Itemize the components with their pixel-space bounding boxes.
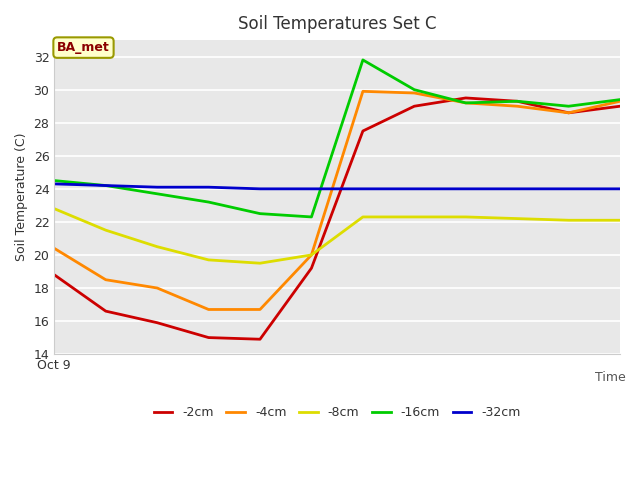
-16cm xyxy=(410,87,418,93)
-2cm xyxy=(308,265,316,271)
-8cm xyxy=(308,252,316,258)
-16cm xyxy=(513,98,521,104)
-8cm xyxy=(205,257,212,263)
-2cm xyxy=(256,336,264,342)
-16cm xyxy=(359,57,367,63)
-32cm xyxy=(359,186,367,192)
-2cm xyxy=(51,272,58,277)
Line: -32cm: -32cm xyxy=(54,184,620,189)
-32cm xyxy=(51,181,58,187)
-2cm xyxy=(462,95,470,101)
-32cm xyxy=(410,186,418,192)
-8cm xyxy=(410,214,418,220)
Y-axis label: Soil Temperature (C): Soil Temperature (C) xyxy=(15,133,28,261)
Line: -2cm: -2cm xyxy=(54,98,620,339)
-2cm xyxy=(410,103,418,109)
-8cm xyxy=(359,214,367,220)
-32cm xyxy=(154,184,161,190)
-8cm xyxy=(102,227,109,233)
-16cm xyxy=(564,103,572,109)
-4cm xyxy=(205,307,212,312)
Text: Time: Time xyxy=(595,372,626,384)
-2cm xyxy=(616,103,624,109)
-16cm xyxy=(256,211,264,216)
-8cm xyxy=(256,260,264,266)
-2cm xyxy=(205,335,212,340)
Title: Soil Temperatures Set C: Soil Temperatures Set C xyxy=(238,15,436,33)
-4cm xyxy=(462,100,470,106)
-8cm xyxy=(51,206,58,212)
-32cm xyxy=(616,186,624,192)
-16cm xyxy=(205,199,212,205)
-4cm xyxy=(51,245,58,251)
-8cm xyxy=(462,214,470,220)
-32cm xyxy=(102,183,109,189)
Legend: -2cm, -4cm, -8cm, -16cm, -32cm: -2cm, -4cm, -8cm, -16cm, -32cm xyxy=(148,401,525,424)
-2cm xyxy=(154,320,161,325)
-2cm xyxy=(102,308,109,314)
-2cm xyxy=(359,128,367,134)
Line: -8cm: -8cm xyxy=(54,209,620,263)
-16cm xyxy=(51,178,58,183)
-32cm xyxy=(205,184,212,190)
-8cm xyxy=(616,217,624,223)
-16cm xyxy=(154,191,161,197)
-16cm xyxy=(462,100,470,106)
Text: BA_met: BA_met xyxy=(57,41,110,54)
-4cm xyxy=(616,98,624,104)
-16cm xyxy=(308,214,316,220)
-8cm xyxy=(154,244,161,250)
-4cm xyxy=(410,90,418,96)
-2cm xyxy=(513,98,521,104)
Line: -4cm: -4cm xyxy=(54,91,620,310)
-4cm xyxy=(102,277,109,283)
-32cm xyxy=(256,186,264,192)
-16cm xyxy=(616,97,624,103)
-4cm xyxy=(308,252,316,258)
-4cm xyxy=(513,103,521,109)
-8cm xyxy=(564,217,572,223)
-32cm xyxy=(308,186,316,192)
-32cm xyxy=(462,186,470,192)
-32cm xyxy=(513,186,521,192)
-16cm xyxy=(102,183,109,189)
-4cm xyxy=(564,110,572,116)
-4cm xyxy=(359,88,367,94)
-8cm xyxy=(513,216,521,221)
-4cm xyxy=(154,285,161,291)
-4cm xyxy=(256,307,264,312)
-2cm xyxy=(564,110,572,116)
Line: -16cm: -16cm xyxy=(54,60,620,217)
-32cm xyxy=(564,186,572,192)
